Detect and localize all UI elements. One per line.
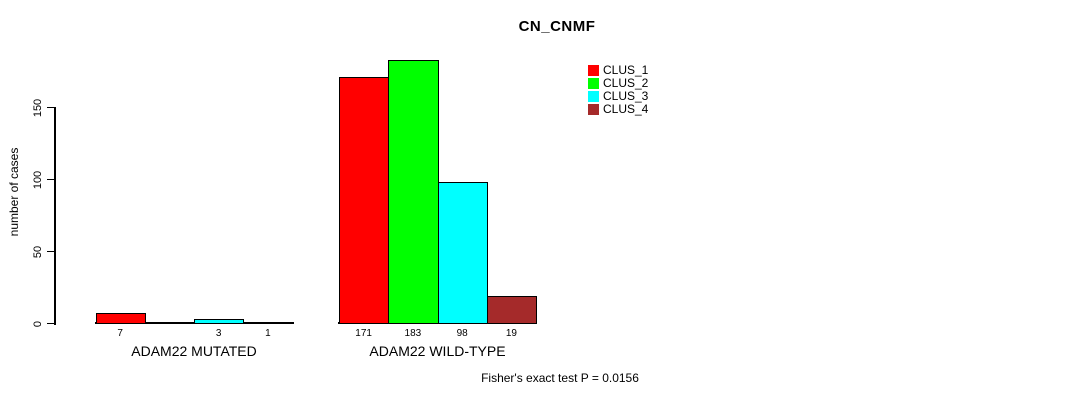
bar-clus_1 xyxy=(339,77,390,325)
bar-clus_3 xyxy=(437,182,488,325)
legend-label: CLUS_4 xyxy=(603,102,649,116)
bar-value-label: 98 xyxy=(456,328,468,339)
x-group-label: ADAM22 MUTATED xyxy=(131,342,257,359)
x-group-label: ADAM22 WILD-TYPE xyxy=(369,342,506,359)
y-tick-mark xyxy=(47,322,55,325)
y-tick-label: 150 xyxy=(31,98,44,117)
legend-label: CLUS_3 xyxy=(603,89,649,103)
y-axis-line xyxy=(54,106,56,325)
bar-clus_2 xyxy=(388,59,439,325)
y-axis-label: number of cases xyxy=(7,147,21,237)
y-tick-label: 0 xyxy=(31,320,44,327)
bar-clus_4 xyxy=(486,296,537,325)
legend-swatch-icon xyxy=(588,65,599,76)
bar-value-label: 1 xyxy=(265,328,271,339)
y-tick-label: 100 xyxy=(31,170,44,189)
y-tick-mark xyxy=(47,250,55,253)
y-tick-mark xyxy=(47,106,55,109)
legend-swatch-icon xyxy=(588,78,599,89)
legend-swatch-icon xyxy=(588,91,599,102)
y-tick-label: 50 xyxy=(31,245,44,258)
bar-value-label: 183 xyxy=(404,328,422,339)
y-tick-mark xyxy=(47,178,55,181)
legend-label: CLUS_1 xyxy=(603,63,649,77)
legend-swatch-icon xyxy=(588,104,599,115)
bar-clus_3 xyxy=(194,319,245,325)
chart-title: CN_CNMF xyxy=(518,18,596,35)
bar-value-label: 3 xyxy=(215,328,222,339)
bar-clus_4 xyxy=(243,322,294,325)
legend-label: CLUS_2 xyxy=(603,76,649,90)
bar-value-label: 19 xyxy=(505,328,517,339)
bar-clus_1 xyxy=(95,313,146,325)
fisher-test-annotation: Fisher's exact test P = 0.0156 xyxy=(481,371,639,385)
bar-value-label: 7 xyxy=(117,328,123,339)
bar-value-label: 171 xyxy=(355,328,372,339)
